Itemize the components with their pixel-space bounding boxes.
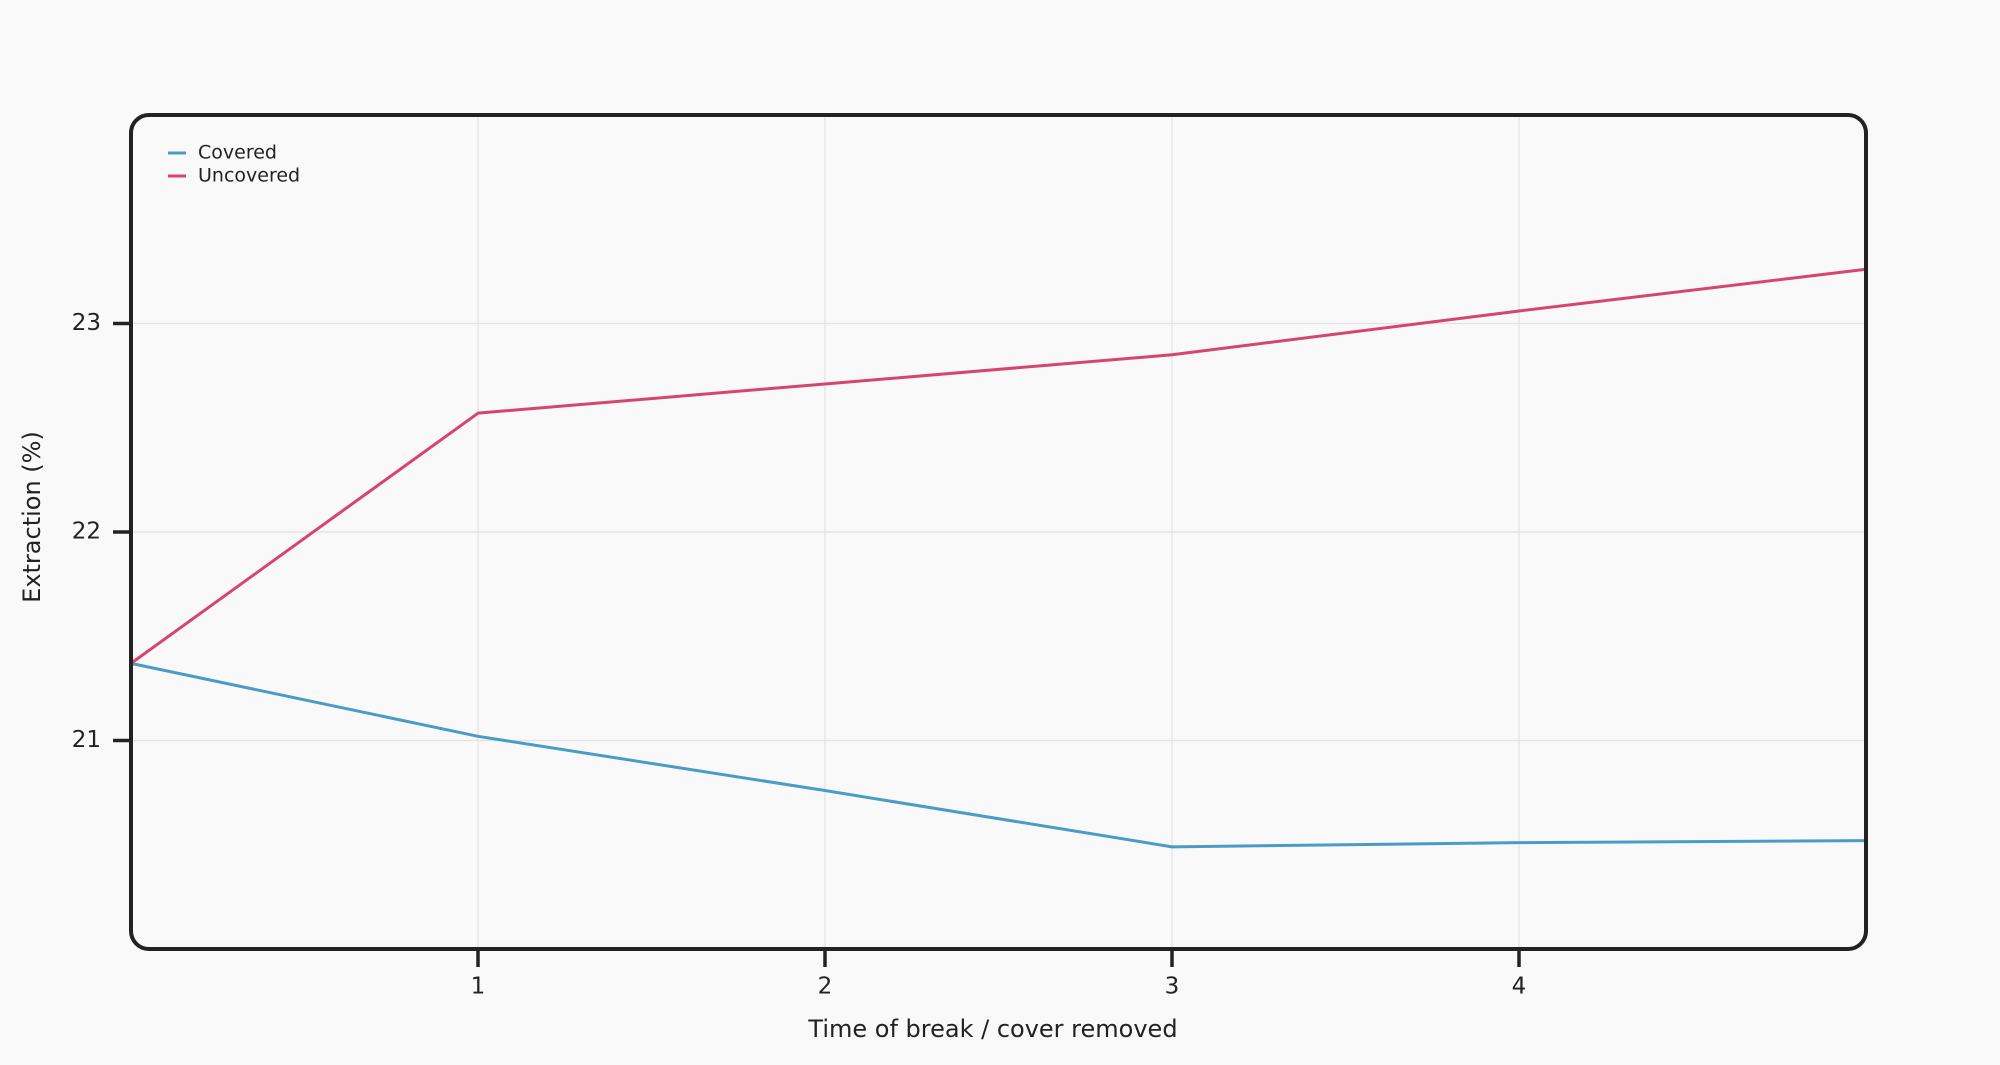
y-axis-title: Extraction (%) (18, 431, 46, 603)
y-tick-label: 22 (72, 519, 101, 545)
plot-frame (129, 113, 1868, 951)
series-line (130, 661, 1867, 849)
legend-label: Uncovered (198, 165, 300, 187)
y-tick-label: 23 (72, 310, 101, 336)
x-axis-title: Time of break / cover removed (807, 1015, 1177, 1043)
x-tick-label: 2 (818, 974, 833, 1000)
x-tick-label: 4 (1512, 974, 1527, 1000)
x-tick-label: 3 (1165, 974, 1180, 1000)
legend-label: Covered (198, 142, 277, 164)
x-tick-label: 1 (471, 974, 486, 1000)
y-tick-label: 21 (72, 727, 101, 753)
series-line (130, 267, 1867, 665)
